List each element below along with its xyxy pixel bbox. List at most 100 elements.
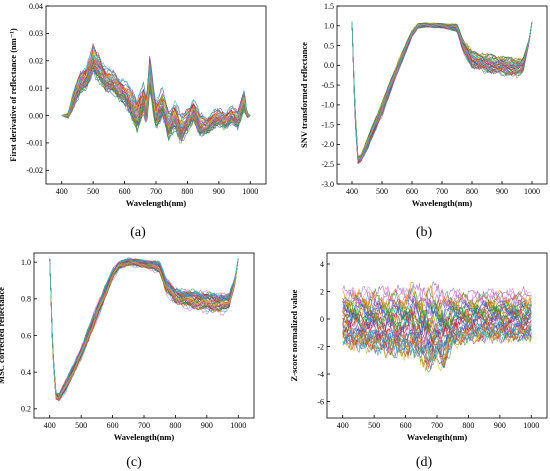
spectrum-line-b (351, 21, 533, 161)
spectrum-line-b (351, 21, 533, 162)
panel-d: 400 500 600 700 800 900 1000 -6 -4 -2 0 2 4 Wavelengt… (289, 252, 548, 470)
panel-caption: (b) (416, 225, 433, 240)
spectrum-line-b (351, 21, 533, 164)
spectrum-line-c (49, 258, 239, 395)
panel-b: 400 500 600 700 800 900 1000 -3.0 -2.5 -2.0 -1.5 -1… (299, 2, 548, 240)
spectrum-line-c (49, 258, 239, 399)
spectrum-line-b (351, 21, 533, 160)
spectrum-line-b (351, 21, 533, 161)
y-tick-label: 1.0 (21, 258, 31, 267)
x-tick-label: 700 (150, 187, 162, 196)
y-tick-label: -2 (317, 342, 324, 351)
spectrum-line-d (342, 326, 532, 372)
y-tick-label: 0.00 (29, 111, 43, 120)
y-axis-label: MSC corrected reflectance (0, 287, 6, 384)
spectrum-line-c (49, 258, 239, 397)
spectra-a (61, 43, 251, 144)
panel-caption: (d) (416, 455, 433, 470)
spectrum-line-c (49, 258, 239, 399)
y-tick-label: -2.5 (321, 160, 334, 169)
spectrum-line-b (351, 21, 533, 160)
x-tick-label: 700 (138, 421, 150, 430)
x-axis-label: Wavelength(nm) (114, 432, 175, 442)
spectrum-line-c (49, 258, 239, 395)
spectrum-line-d (342, 314, 532, 353)
spectrum-line-c (49, 258, 239, 402)
spectrum-line-d (342, 281, 532, 311)
spectrum-line-b (351, 21, 533, 158)
panel-a: 400 500 600 700 800 900 1000 -0.02 -0.01 0.00 0.01… (8, 2, 267, 240)
spectrum-line-d (342, 298, 532, 329)
spectrum-line-c (49, 258, 239, 397)
spectrum-line-b (351, 21, 533, 162)
panel-caption: (a) (130, 225, 146, 240)
spectra-b (351, 21, 533, 165)
x-tick-label: 500 (75, 421, 87, 430)
y-tick-label: -0.5 (321, 81, 334, 90)
x-tick-label: 400 (56, 187, 68, 196)
spectrum-line-b (351, 21, 533, 165)
spectrum-line-a (61, 60, 251, 137)
spectrum-line-c (49, 258, 239, 398)
spectrum-line-d (342, 287, 532, 312)
spectrum-line-b (351, 21, 533, 162)
y-tick-label: -3.0 (321, 180, 334, 189)
x-tick-label: 600 (406, 187, 418, 196)
x-tick-label: 400 (337, 421, 349, 430)
spectrum-line-b (351, 21, 533, 159)
spectra-c (49, 257, 239, 402)
y-tick-label: 1.0 (324, 22, 334, 31)
spectrum-line-d (342, 322, 532, 363)
y-tick-label: 4 (320, 260, 324, 269)
spectrum-line-b (351, 21, 533, 161)
plot-frame-b (336, 5, 548, 185)
spectrum-line-a (61, 43, 251, 122)
spectrum-line-d (342, 306, 532, 343)
spectrum-line-b (351, 21, 533, 164)
spectrum-line-c (49, 258, 239, 396)
spectrum-line-a (61, 66, 251, 141)
spectrum-line-b (351, 21, 533, 162)
spectrum-line-c (49, 258, 239, 401)
x-tick-label: 1000 (230, 421, 246, 430)
y-tick-label: 0.0 (324, 61, 334, 70)
y-tick-label: -2.0 (321, 140, 334, 149)
spectrum-line-b (351, 21, 533, 161)
spectrum-line-b (351, 21, 533, 161)
spectrum-line-c (49, 258, 239, 398)
y-tick-label: 0.02 (29, 57, 43, 66)
spectrum-line-c (49, 258, 239, 400)
x-tick-label: 500 (376, 187, 388, 196)
spectrum-line-c (49, 258, 239, 398)
x-tick-label: 600 (107, 421, 119, 430)
spectrum-line-b (351, 21, 533, 162)
spectrum-line-c (49, 258, 239, 397)
y-tick-label: 0 (320, 315, 324, 324)
spectrum-line-c (49, 258, 239, 399)
x-tick-label: 900 (213, 187, 225, 196)
x-tick-label: 400 (346, 187, 358, 196)
x-axis-label: Wavelength(nm) (407, 432, 468, 442)
x-tick-label: 900 (496, 187, 508, 196)
spectrum-line-b (351, 21, 533, 163)
y-tick-label: 0.5 (324, 41, 334, 50)
spectrum-line-c (49, 258, 239, 401)
x-tick-label: 800 (181, 187, 193, 196)
spectrum-line-c (49, 258, 239, 396)
y-tick-label: 0.6 (21, 331, 31, 340)
x-tick-label: 900 (201, 421, 213, 430)
plot-frame-c (33, 252, 255, 419)
spectrum-line-c (49, 258, 239, 398)
spectrum-line-b (351, 21, 533, 164)
x-tick-label: 800 (462, 421, 474, 430)
spectrum-line-c (49, 258, 239, 399)
spectrum-line-b (351, 21, 533, 161)
spectrum-line-b (351, 21, 533, 158)
spectrum-line-b (351, 21, 533, 159)
spectrum-line-b (351, 21, 533, 164)
spectrum-line-c (49, 258, 239, 402)
spectrum-line-c (49, 258, 239, 396)
spectrum-line-c (49, 258, 239, 396)
spectrum-line-c (49, 258, 239, 397)
y-tick-label: 1.5 (324, 2, 334, 11)
